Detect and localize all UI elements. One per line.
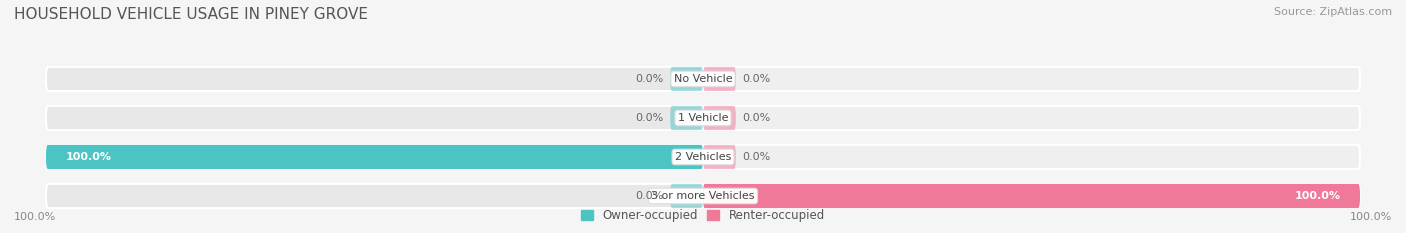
FancyBboxPatch shape — [46, 145, 703, 169]
Text: 100.0%: 100.0% — [66, 152, 111, 162]
Text: 0.0%: 0.0% — [742, 74, 770, 84]
FancyBboxPatch shape — [703, 184, 1360, 208]
FancyBboxPatch shape — [703, 184, 1360, 208]
FancyBboxPatch shape — [671, 184, 703, 208]
FancyBboxPatch shape — [46, 106, 703, 130]
FancyBboxPatch shape — [671, 106, 703, 130]
Text: 0.0%: 0.0% — [742, 113, 770, 123]
Text: Source: ZipAtlas.com: Source: ZipAtlas.com — [1274, 7, 1392, 17]
FancyBboxPatch shape — [703, 145, 735, 169]
FancyBboxPatch shape — [46, 145, 703, 169]
Text: 100.0%: 100.0% — [14, 212, 56, 222]
Text: HOUSEHOLD VEHICLE USAGE IN PINEY GROVE: HOUSEHOLD VEHICLE USAGE IN PINEY GROVE — [14, 7, 368, 22]
Text: 0.0%: 0.0% — [636, 74, 664, 84]
Text: 0.0%: 0.0% — [636, 113, 664, 123]
FancyBboxPatch shape — [703, 106, 735, 130]
FancyBboxPatch shape — [703, 145, 1360, 169]
Text: 100.0%: 100.0% — [1350, 212, 1392, 222]
FancyBboxPatch shape — [703, 106, 1360, 130]
FancyBboxPatch shape — [703, 67, 1360, 91]
FancyBboxPatch shape — [703, 67, 735, 91]
Text: 2 Vehicles: 2 Vehicles — [675, 152, 731, 162]
Text: 0.0%: 0.0% — [636, 191, 664, 201]
FancyBboxPatch shape — [46, 67, 703, 91]
Legend: Owner-occupied, Renter-occupied: Owner-occupied, Renter-occupied — [576, 205, 830, 227]
Text: 3 or more Vehicles: 3 or more Vehicles — [651, 191, 755, 201]
FancyBboxPatch shape — [46, 184, 703, 208]
Text: 0.0%: 0.0% — [742, 152, 770, 162]
FancyBboxPatch shape — [671, 67, 703, 91]
Text: 100.0%: 100.0% — [1295, 191, 1340, 201]
Text: No Vehicle: No Vehicle — [673, 74, 733, 84]
Text: 1 Vehicle: 1 Vehicle — [678, 113, 728, 123]
